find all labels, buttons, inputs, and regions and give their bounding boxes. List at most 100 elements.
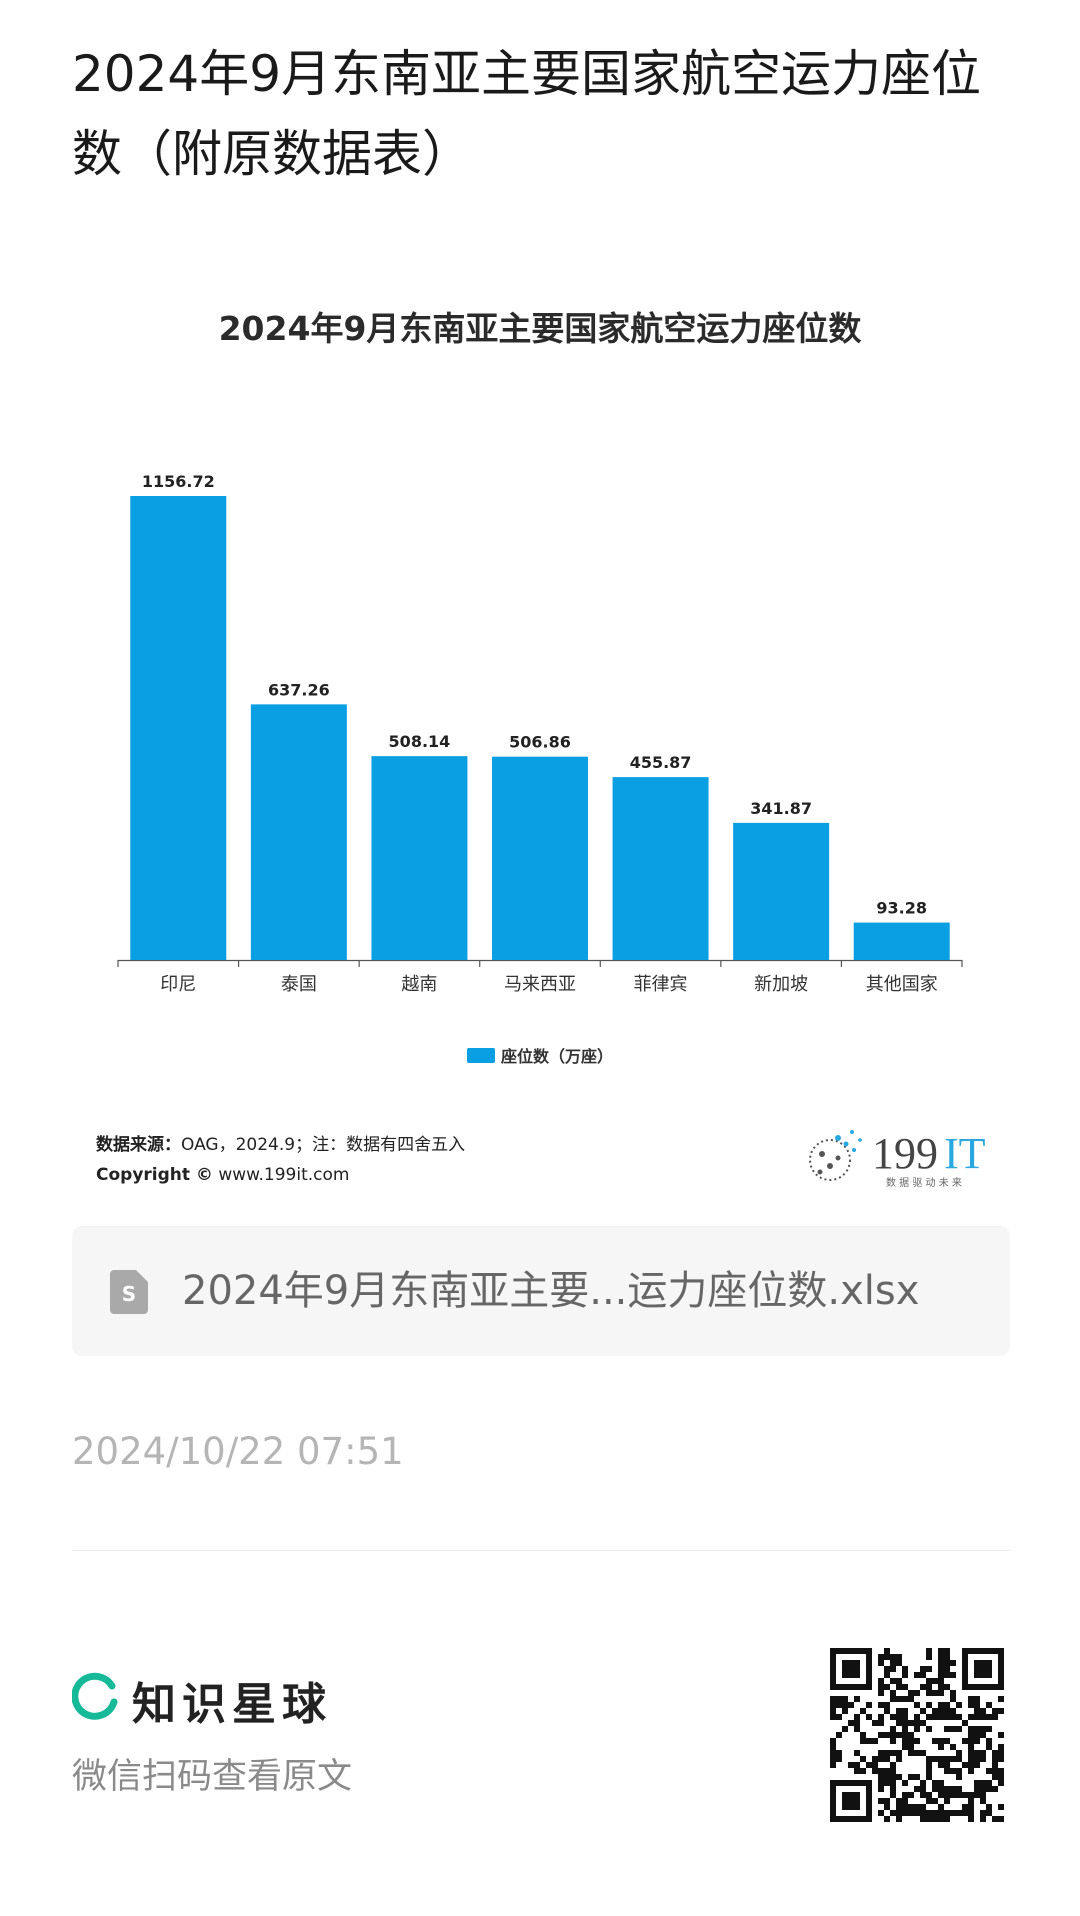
chart-legend: 座位数（万座） — [0, 1043, 1080, 1067]
qr-module — [998, 1756, 1004, 1762]
qr-module — [890, 1738, 896, 1744]
qr-module — [968, 1732, 974, 1738]
qr-module — [908, 1696, 914, 1702]
qr-module — [890, 1726, 896, 1732]
qr-module — [980, 1750, 986, 1756]
qr-module — [878, 1750, 884, 1756]
qr-module — [944, 1792, 950, 1798]
qr-module — [938, 1648, 944, 1654]
qr-module — [992, 1774, 998, 1780]
qr-module — [968, 1816, 974, 1822]
qr-module — [884, 1732, 890, 1738]
qr-module — [908, 1690, 914, 1696]
qr-module — [932, 1786, 938, 1792]
qr-module — [896, 1720, 902, 1726]
qr-module — [968, 1798, 974, 1804]
qr-module — [944, 1666, 950, 1672]
attachment-card[interactable]: S 2024年9月东南亚主要...运力座位数.xlsx — [72, 1226, 1010, 1356]
qr-module — [920, 1810, 926, 1816]
qr-module — [884, 1702, 890, 1708]
qr-module — [956, 1810, 962, 1816]
qr-module — [884, 1804, 890, 1810]
qr-module — [980, 1786, 986, 1792]
qr-module — [878, 1678, 884, 1684]
qr-module — [830, 1756, 836, 1762]
qr-module — [944, 1648, 950, 1654]
data-label: 508.14 — [389, 732, 451, 751]
qr-module — [836, 1756, 842, 1762]
qr-module — [884, 1768, 890, 1774]
qr-module — [896, 1756, 902, 1762]
qr-module — [974, 1738, 980, 1744]
qr-module — [956, 1768, 962, 1774]
qr-module — [902, 1726, 908, 1732]
qr-module — [836, 1750, 842, 1756]
qr-module — [890, 1666, 896, 1672]
qr-module — [956, 1786, 962, 1792]
qr-module — [968, 1750, 974, 1756]
x-tick-label: 新加坡 — [754, 974, 808, 995]
qr-module — [980, 1798, 986, 1804]
qr-module — [878, 1786, 884, 1792]
qr-module — [986, 1768, 992, 1774]
qr-module — [998, 1708, 1004, 1714]
qr-module — [908, 1750, 914, 1756]
data-label: 341.87 — [750, 799, 812, 818]
qr-module — [902, 1804, 908, 1810]
qr-module — [968, 1810, 974, 1816]
qr-module — [938, 1708, 944, 1714]
qr-module — [926, 1648, 932, 1654]
qr-module — [986, 1780, 992, 1786]
qr-module — [878, 1774, 884, 1780]
qr-module — [914, 1810, 920, 1816]
qr-module — [878, 1756, 884, 1762]
qr-module — [872, 1756, 878, 1762]
qr-module — [938, 1654, 944, 1660]
qr-module — [974, 1756, 980, 1762]
qr-module — [986, 1714, 992, 1720]
qr-module — [938, 1738, 944, 1744]
qr-module — [830, 1738, 836, 1744]
qr-module — [938, 1684, 944, 1690]
qr-module — [938, 1816, 944, 1822]
qr-module — [980, 1810, 986, 1816]
qr-module — [860, 1738, 866, 1744]
qr-module — [962, 1810, 968, 1816]
qr-module — [860, 1756, 866, 1762]
source-text: OAG，2024.9；注：数据有四舍五入 — [181, 1135, 466, 1155]
qr-module — [896, 1774, 902, 1780]
qr-module — [932, 1810, 938, 1816]
qr-module — [842, 1702, 848, 1708]
qr-module — [830, 1708, 836, 1714]
qr-module — [986, 1702, 992, 1708]
qr-module — [944, 1810, 950, 1816]
qr-module — [890, 1678, 896, 1684]
qr-module — [944, 1684, 950, 1690]
qr-module — [932, 1816, 938, 1822]
qr-module — [926, 1678, 932, 1684]
qr-module — [902, 1780, 908, 1786]
qr-module — [956, 1726, 962, 1732]
qr-module — [872, 1762, 878, 1768]
bar — [250, 704, 347, 960]
qr-module — [890, 1690, 896, 1696]
qr-module — [974, 1792, 980, 1798]
qr-module — [896, 1678, 902, 1684]
qr-module — [998, 1768, 1004, 1774]
bar-chart: 1156.72 印尼 637.26 泰国 508.14 越南 506.86 马来西亚 455.8… — [117, 472, 963, 995]
qr-module — [848, 1702, 854, 1708]
qr-module — [896, 1714, 902, 1720]
qr-module — [968, 1768, 974, 1774]
qr-module — [938, 1660, 944, 1666]
qr-module — [926, 1816, 932, 1822]
qr-module — [938, 1780, 944, 1786]
qr-module — [962, 1738, 968, 1744]
qr-module — [884, 1684, 890, 1690]
qr-module — [932, 1678, 938, 1684]
qr-module — [974, 1780, 980, 1786]
qr-module — [944, 1762, 950, 1768]
qr-code[interactable] — [830, 1648, 1004, 1822]
qr-module — [854, 1696, 860, 1702]
qr-module — [938, 1810, 944, 1816]
x-tick-label: 印尼 — [160, 974, 196, 995]
